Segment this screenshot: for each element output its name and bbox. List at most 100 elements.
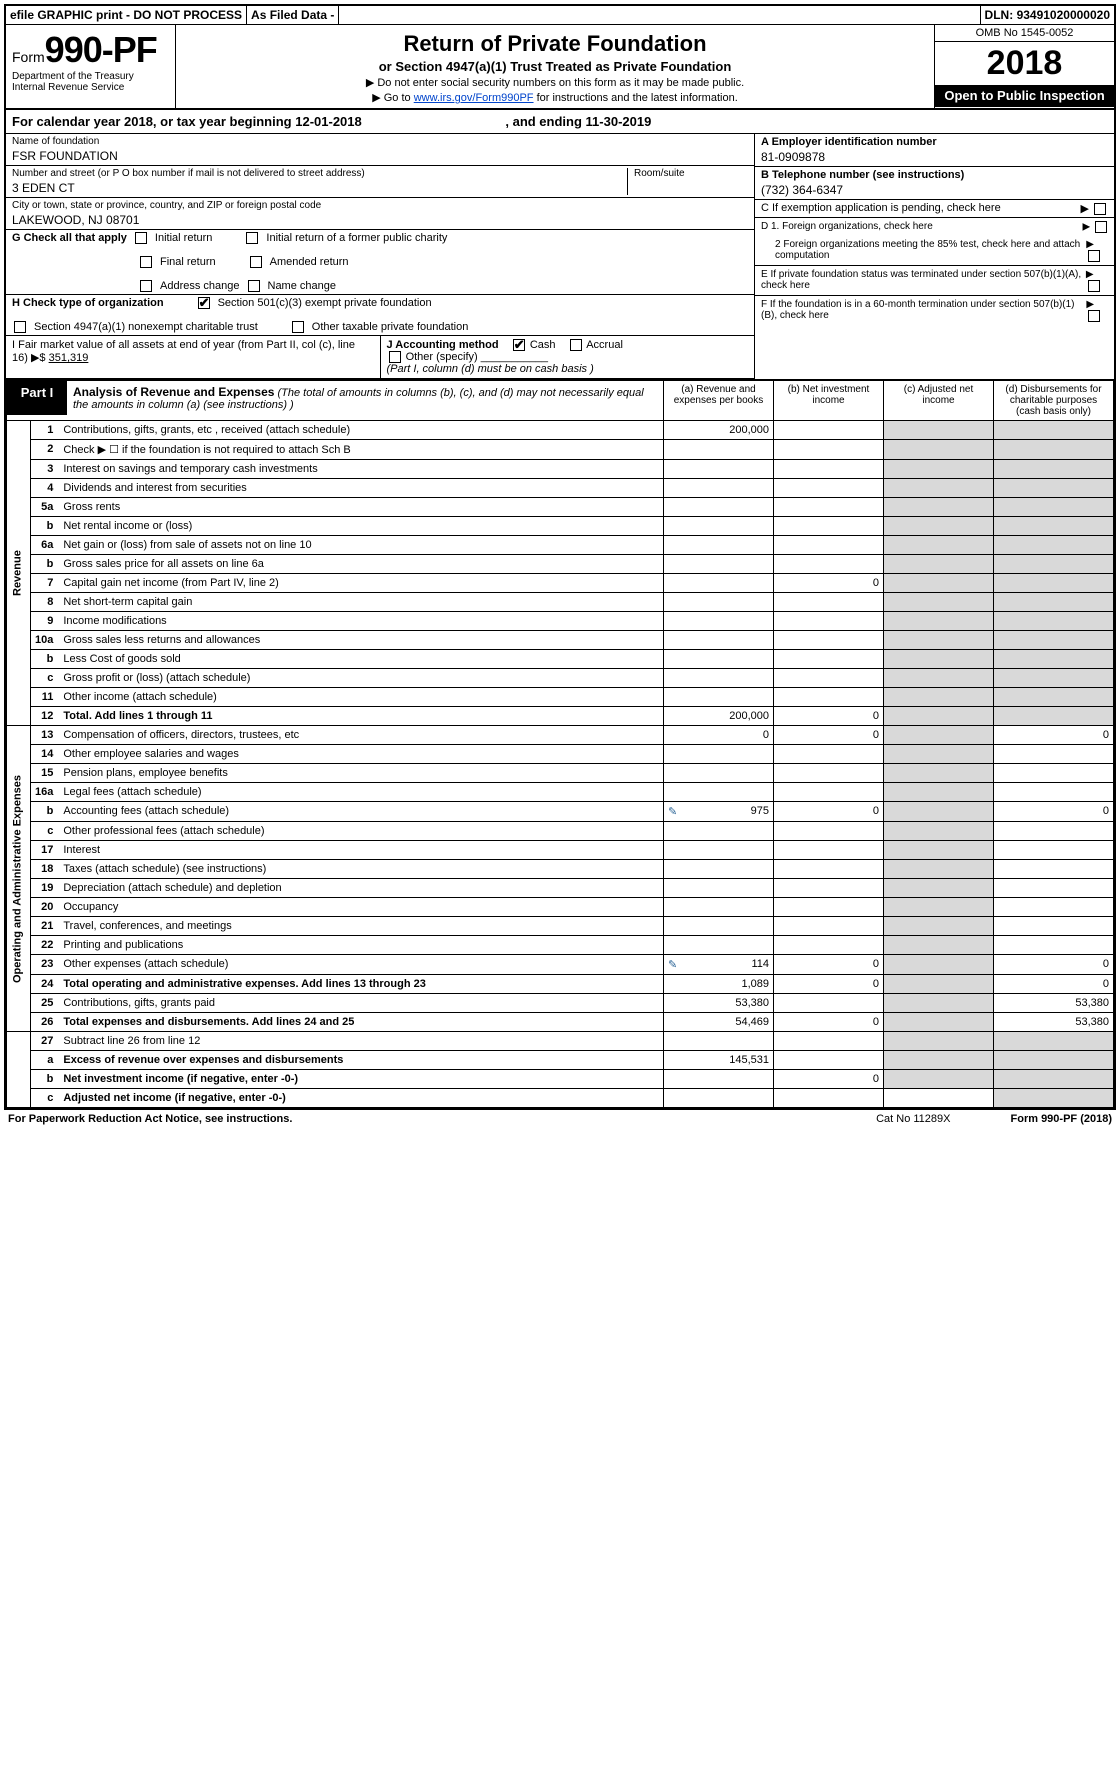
line-description: Other expenses (attach schedule) [59, 955, 663, 975]
amount-cell [664, 1070, 774, 1089]
chk-other-taxable[interactable] [292, 321, 304, 333]
line-number: c [31, 822, 60, 841]
calendar-year-line: For calendar year 2018, or tax year begi… [6, 110, 1114, 134]
chk-d1[interactable] [1095, 221, 1107, 233]
amount-cell [884, 1070, 994, 1089]
amount-cell [884, 498, 994, 517]
amount-cell [994, 574, 1114, 593]
chk-f[interactable] [1088, 310, 1100, 322]
foundation-name: FSR FOUNDATION [12, 147, 748, 163]
foundation-name-cell: Name of foundation FSR FOUNDATION [6, 134, 754, 166]
amount-cell: 0 [994, 802, 1114, 822]
asfiled-label: As Filed Data - [247, 6, 339, 24]
chk-e[interactable] [1088, 280, 1100, 292]
amount-cell [884, 917, 994, 936]
amount-cell [994, 421, 1114, 440]
line-number: 9 [31, 612, 60, 631]
table-row: 4Dividends and interest from securities [7, 479, 1114, 498]
chk-d2[interactable] [1088, 250, 1100, 262]
amount-cell [884, 536, 994, 555]
attachment-icon[interactable]: ✎ [668, 958, 677, 971]
chk-c[interactable] [1094, 203, 1106, 215]
line-number: c [31, 1089, 60, 1108]
addr-label: Number and street (or P O box number if … [12, 168, 621, 179]
attachment-icon[interactable]: ✎ [668, 805, 677, 818]
table-row: cGross profit or (loss) (attach schedule… [7, 669, 1114, 688]
line-description: Other employee salaries and wages [59, 745, 663, 764]
chk-accrual[interactable] [570, 339, 582, 351]
ein-cell: A Employer identification number 81-0909… [755, 134, 1114, 167]
tel-value: (732) 364-6347 [761, 181, 1108, 197]
j-cell: J Accounting method Cash Accrual Other (… [381, 336, 755, 378]
irs-label: Internal Revenue Service [12, 82, 169, 93]
chk-amended[interactable] [250, 256, 262, 268]
chk-name-change[interactable] [248, 280, 260, 292]
amount-cell [884, 460, 994, 479]
chk-4947a1[interactable] [14, 321, 26, 333]
amount-cell [884, 764, 994, 783]
i-cell: I Fair market value of all assets at end… [6, 336, 381, 378]
table-row: 10aGross sales less returns and allowanc… [7, 631, 1114, 650]
table-row: 11Other income (attach schedule) [7, 688, 1114, 707]
warn-ssn: ▶ Do not enter social security numbers o… [182, 76, 928, 89]
form-header: Form990-PF Department of the Treasury In… [6, 25, 1114, 110]
amount-cell: 0 [994, 975, 1114, 994]
line-number: a [31, 1051, 60, 1070]
amount-cell [664, 1089, 774, 1108]
line-number: 25 [31, 994, 60, 1013]
efile-notice: efile GRAPHIC print - DO NOT PROCESS [6, 6, 247, 24]
amount-cell [664, 536, 774, 555]
amount-cell [664, 498, 774, 517]
amount-cell [884, 841, 994, 860]
amount-cell [994, 783, 1114, 802]
chk-address-change[interactable] [140, 280, 152, 292]
c-label: C If exemption application is pending, c… [761, 202, 1001, 215]
d2-row: 2 Foreign organizations meeting the 85% … [755, 236, 1115, 265]
amount-cell: 0 [774, 955, 884, 975]
amount-cell [774, 879, 884, 898]
line-number: 26 [31, 1013, 60, 1032]
line-number: 20 [31, 898, 60, 917]
amount-cell [774, 936, 884, 955]
irs-link[interactable]: www.irs.gov/Form990PF [414, 92, 534, 104]
header-left: Form990-PF Department of the Treasury In… [6, 25, 176, 108]
table-row: bNet investment income (if negative, ent… [7, 1070, 1114, 1089]
open-to-public: Open to Public Inspection [935, 85, 1114, 107]
amount-cell: 0 [774, 1070, 884, 1089]
amount-cell [664, 517, 774, 536]
chk-final-return[interactable] [140, 256, 152, 268]
calyear-mid: , and ending [505, 114, 585, 129]
line-number: b [31, 1070, 60, 1089]
form-title: Return of Private Foundation [182, 31, 928, 57]
line-number: 27 [31, 1032, 60, 1051]
warn-link-line: ▶ Go to www.irs.gov/Form990PF for instru… [182, 91, 928, 104]
chk-501c3[interactable] [198, 297, 210, 309]
amount-cell [884, 879, 994, 898]
amount-cell [884, 707, 994, 726]
amount-cell [774, 688, 884, 707]
table-row: 6aNet gain or (loss) from sale of assets… [7, 536, 1114, 555]
i-prefix: ▶$ [31, 352, 49, 364]
chk-cash[interactable] [513, 339, 525, 351]
opt-cash: Cash [530, 339, 556, 351]
line-number: 17 [31, 841, 60, 860]
line-number: 18 [31, 860, 60, 879]
line-description: Other professional fees (attach schedule… [59, 822, 663, 841]
table-row: 9Income modifications [7, 612, 1114, 631]
amount-cell [884, 994, 994, 1013]
amount-cell [774, 440, 884, 460]
amount-cell [774, 1089, 884, 1108]
amount-cell [884, 1089, 994, 1108]
top-spacer [339, 6, 980, 24]
chk-initial-former[interactable] [246, 232, 258, 244]
amount-cell: ✎975 [664, 802, 774, 822]
amount-cell [994, 707, 1114, 726]
chk-initial-return[interactable] [135, 232, 147, 244]
tel-label: B Telephone number (see instructions) [761, 169, 964, 181]
amount-cell [994, 917, 1114, 936]
col-a-header: (a) Revenue and expenses per books [664, 381, 774, 421]
opt-501c3: Section 501(c)(3) exempt private foundat… [218, 297, 432, 309]
f-row: F If the foundation is in a 60-month ter… [755, 295, 1115, 325]
amount-cell: 0 [774, 707, 884, 726]
chk-other-method[interactable] [389, 351, 401, 363]
